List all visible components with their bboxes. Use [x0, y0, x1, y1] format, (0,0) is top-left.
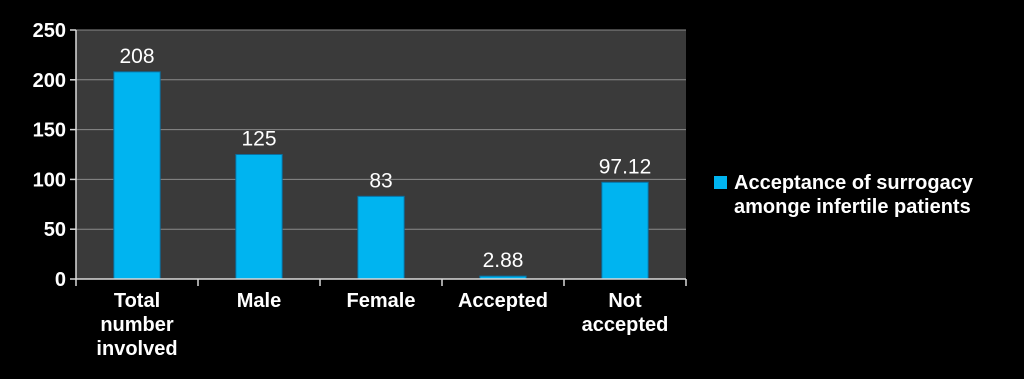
x-tick-label-line: number [100, 314, 174, 336]
x-tick-label: Accepted [458, 290, 548, 312]
data-label: 2.88 [483, 249, 524, 272]
legend-label-line: Acceptance of surrogacy [734, 172, 974, 194]
gridlines [76, 29, 686, 230]
data-label: 83 [369, 169, 392, 192]
x-tick-label-line: involved [96, 338, 177, 360]
bar [235, 154, 283, 280]
x-tick-label-line: Total [114, 290, 160, 312]
y-tick-label: 200 [33, 70, 66, 92]
legend-label-line: amonge infertile patients [734, 196, 971, 218]
x-tick-label-line: Accepted [458, 290, 548, 312]
bar [601, 181, 649, 280]
y-tick-label: 150 [33, 120, 66, 142]
y-tick-label: 100 [33, 169, 66, 191]
bar [113, 71, 161, 280]
data-label: 125 [241, 128, 276, 151]
y-tick-label: 0 [55, 269, 66, 291]
bar [357, 195, 405, 280]
x-tick-label-line: accepted [582, 314, 669, 336]
y-tick-label: 50 [44, 219, 66, 241]
x-tick-label: Female [347, 290, 416, 312]
x-tick-label: Male [237, 290, 281, 312]
legend: Acceptance of surrogacy amonge infertile … [714, 172, 974, 218]
legend-swatch [714, 176, 727, 189]
y-axis: 0 50 100 150 200 250 [33, 20, 77, 291]
y-tick-label: 250 [33, 20, 66, 42]
x-axis: Total number involved Male Female Accepted Not… [75, 278, 687, 360]
x-tick-label-line: Female [347, 290, 416, 312]
data-labels: 208 125 83 2.88 97.12 [119, 45, 651, 272]
data-label: 97.12 [599, 155, 652, 178]
bars [113, 71, 649, 280]
legend-label: Acceptance of surrogacy amonge infertile … [734, 172, 974, 218]
x-tick-label: Not accepted [582, 290, 669, 336]
x-tick-label-line: Not [608, 290, 642, 312]
x-tick-label: Total number involved [96, 290, 177, 360]
data-label: 208 [119, 45, 154, 68]
x-tick-label-line: Male [237, 290, 281, 312]
